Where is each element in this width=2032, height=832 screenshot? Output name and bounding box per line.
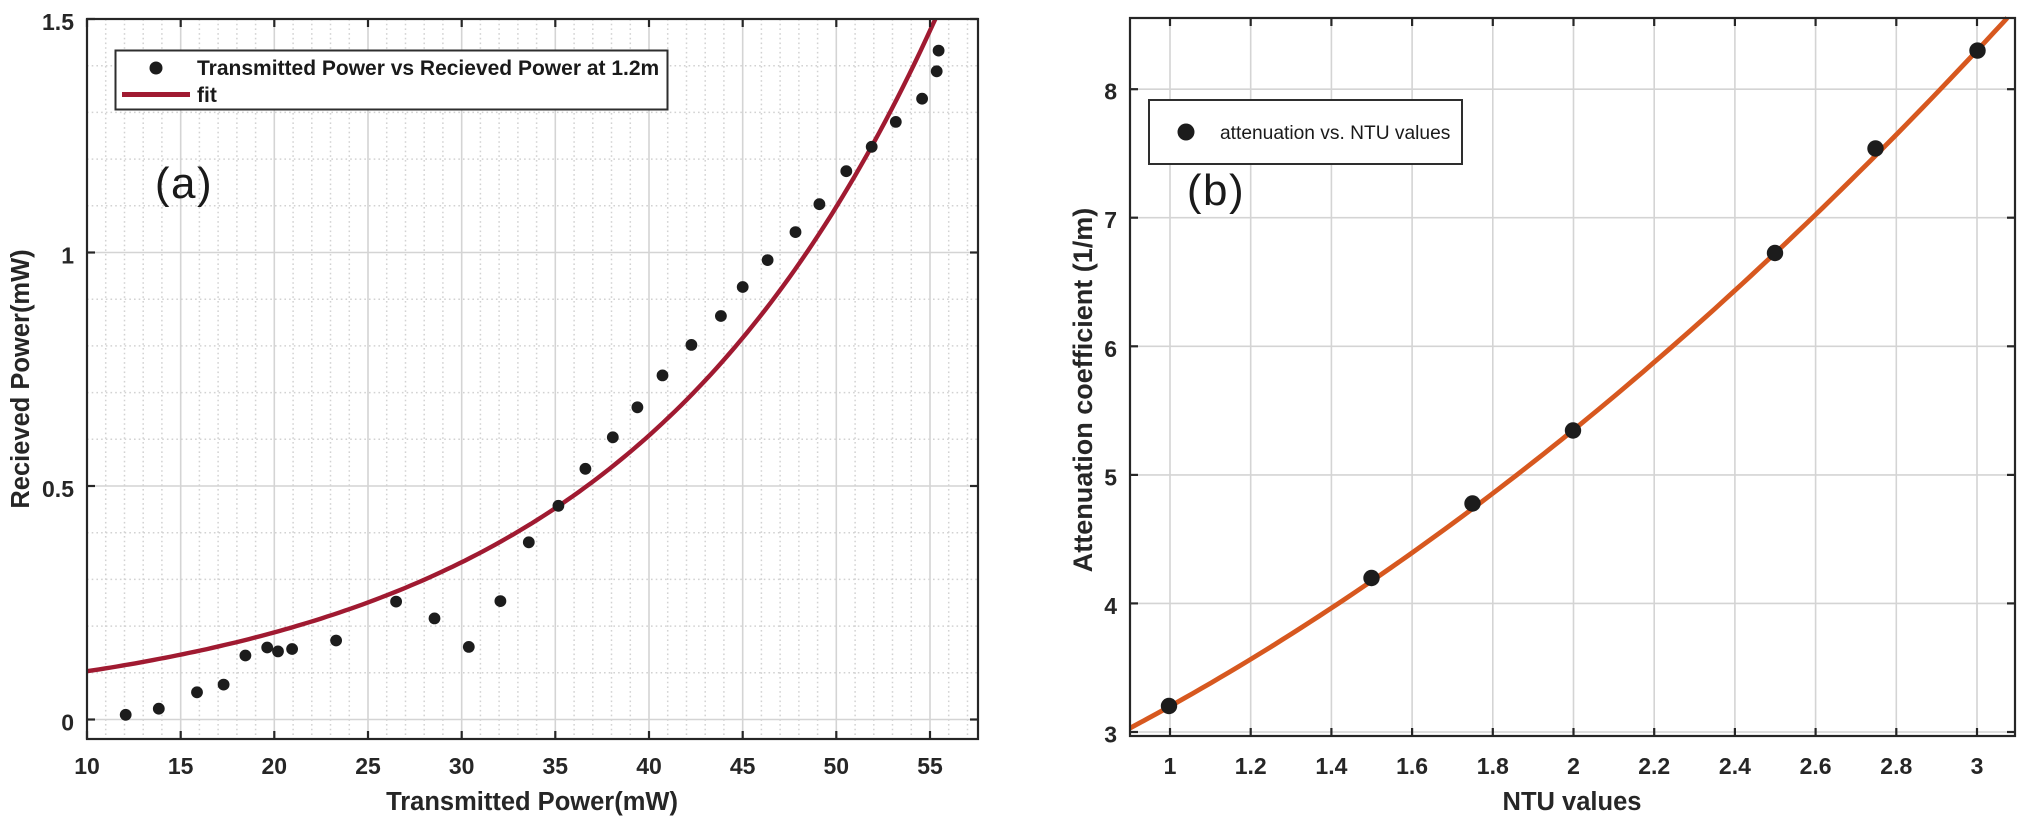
svg-text:Attenuation coefficient (1/m): Attenuation coefficient (1/m) — [1068, 208, 1098, 573]
svg-text:0.5: 0.5 — [42, 476, 74, 502]
svg-text:55: 55 — [917, 753, 943, 779]
svg-text:1.6: 1.6 — [1396, 753, 1428, 779]
svg-text:35: 35 — [543, 753, 569, 779]
svg-text:1.5: 1.5 — [42, 9, 74, 35]
svg-text:30: 30 — [449, 753, 475, 779]
svg-text:attenuation vs. NTU values: attenuation vs. NTU values — [1220, 123, 1450, 144]
svg-text:3: 3 — [1971, 753, 1984, 779]
svg-text:45: 45 — [730, 753, 756, 779]
svg-text:1.8: 1.8 — [1477, 753, 1509, 779]
svg-text:1: 1 — [61, 243, 74, 269]
svg-text:6: 6 — [1104, 336, 1117, 362]
svg-text:2: 2 — [1567, 753, 1580, 779]
svg-text:4: 4 — [1104, 593, 1117, 619]
svg-text:50: 50 — [824, 753, 850, 779]
svg-text:1.4: 1.4 — [1315, 753, 1347, 779]
svg-text:2.4: 2.4 — [1719, 753, 1751, 779]
svg-text:7: 7 — [1104, 207, 1117, 233]
svg-text:Transmitted Power vs Recieved: Transmitted Power vs Recieved Power at 1… — [197, 57, 659, 80]
svg-text:8: 8 — [1104, 79, 1117, 105]
svg-text:20: 20 — [262, 753, 288, 779]
svg-text:2.8: 2.8 — [1880, 753, 1912, 779]
svg-text:40: 40 — [636, 753, 662, 779]
svg-text:fit: fit — [197, 84, 217, 107]
svg-text:5: 5 — [1104, 464, 1117, 490]
svg-text:Transmitted Power(mW): Transmitted Power(mW) — [386, 788, 678, 816]
svg-text:10: 10 — [74, 753, 100, 779]
svg-text:2.6: 2.6 — [1800, 753, 1832, 779]
svg-text:1.2: 1.2 — [1235, 753, 1267, 779]
svg-text:1: 1 — [1164, 753, 1177, 779]
svg-text:25: 25 — [355, 753, 381, 779]
svg-text:0: 0 — [61, 710, 74, 736]
svg-text:2.2: 2.2 — [1638, 753, 1670, 779]
svg-text:3: 3 — [1104, 722, 1117, 748]
svg-text:Recieved Power(mW): Recieved Power(mW) — [7, 249, 35, 508]
svg-text:NTU values: NTU values — [1503, 788, 1642, 816]
svg-text:(b): (b) — [1187, 166, 1245, 215]
svg-text:15: 15 — [168, 753, 194, 779]
svg-text:(a): (a) — [155, 159, 213, 208]
